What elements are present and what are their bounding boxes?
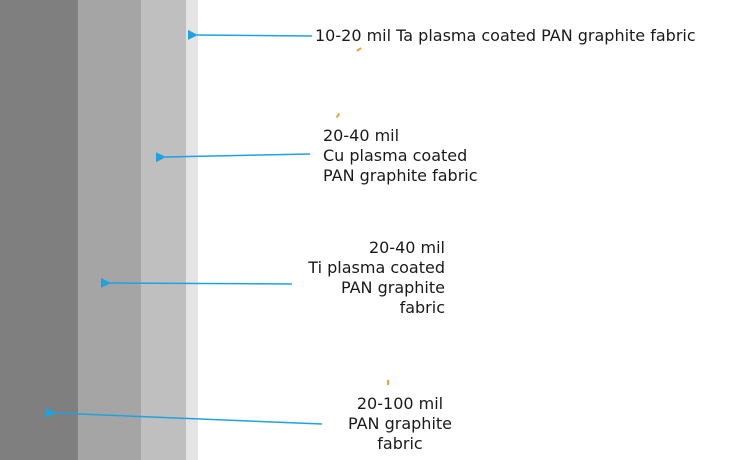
label-ti-material-cont: fabric: [399, 298, 445, 317]
label-base-thickness: 20-100 mil: [356, 394, 444, 413]
cu-coated-layer: [141, 0, 186, 460]
label-ti-coating: Ti plasma coated: [308, 258, 445, 277]
orange-tick-mark: [356, 47, 362, 52]
ta-coated-layer: [186, 0, 198, 460]
label-base-material-cont: fabric: [377, 434, 423, 453]
label-base-layer: 20-100 mil PAN graphite fabric: [325, 394, 475, 454]
label-cu-layer: 20-40 mil Cu plasma coated PAN graphite …: [323, 126, 478, 186]
label-ti-layer: 20-40 mil Ti plasma coated PAN graphite …: [295, 238, 445, 318]
label-ti-material: PAN graphite: [340, 278, 445, 297]
orange-tick-mark: [387, 380, 389, 385]
label-ta-line: 10-20 mil Ta plasma coated PAN graphite …: [315, 26, 696, 45]
label-base-material: PAN graphite: [347, 414, 453, 433]
orange-tick-mark: [335, 112, 341, 119]
label-cu-material: PAN graphite fabric: [323, 166, 478, 185]
label-ta-layer: 10-20 mil Ta plasma coated PAN graphite …: [315, 26, 696, 46]
pan-graphite-layer: [0, 0, 78, 460]
ti-coated-layer: [78, 0, 141, 460]
arrow-ta: [187, 29, 313, 40]
label-cu-coating: Cu plasma coated: [323, 146, 468, 165]
label-ti-thickness: 20-40 mil: [368, 238, 445, 257]
label-cu-thickness: 20-40 mil: [323, 126, 400, 145]
